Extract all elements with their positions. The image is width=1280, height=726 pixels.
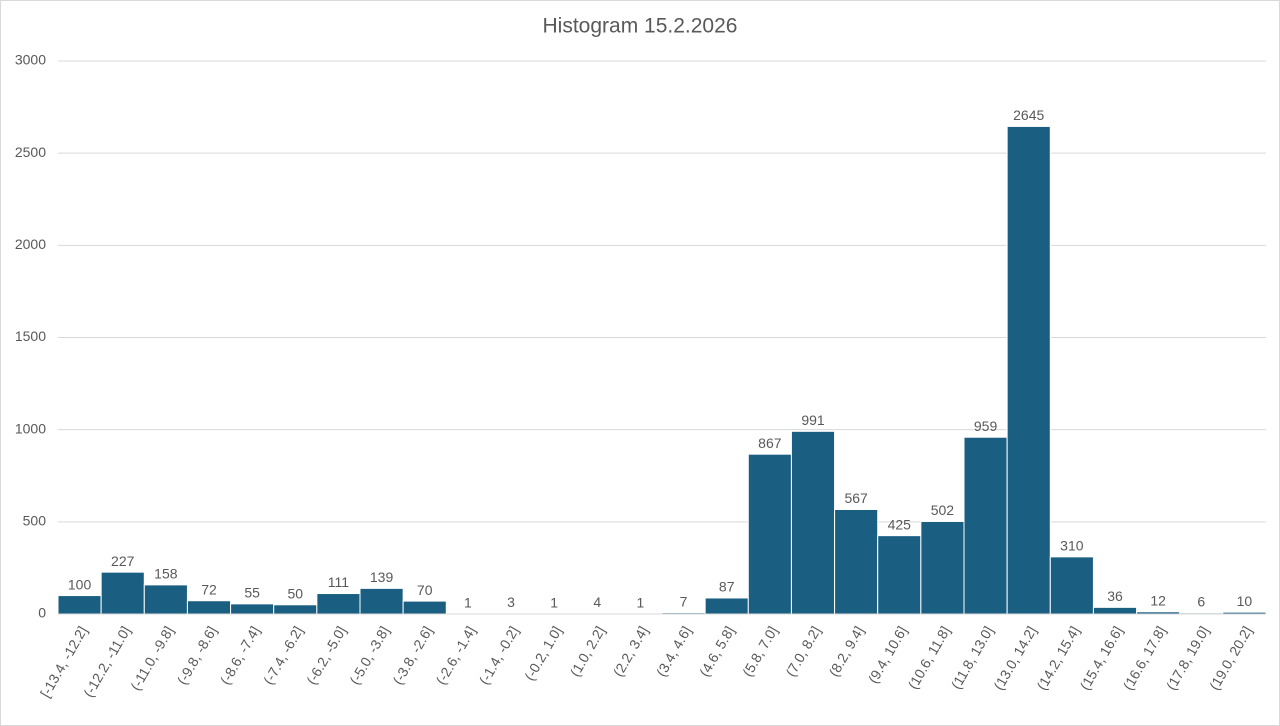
bar (359, 587, 404, 615)
data-label: 139 (370, 569, 394, 585)
bar (316, 593, 361, 615)
data-label: 50 (287, 585, 303, 601)
data-label: 227 (111, 553, 135, 569)
bar (273, 604, 318, 615)
bar (1092, 606, 1138, 615)
bar (1006, 125, 1051, 615)
bar (100, 571, 145, 615)
data-label: 1 (464, 595, 472, 611)
data-label: 3 (507, 594, 515, 610)
bar (790, 430, 836, 615)
data-label: 310 (1060, 538, 1084, 554)
data-label: 72 (201, 581, 217, 597)
data-label: 100 (68, 576, 92, 592)
data-label: 425 (888, 516, 912, 532)
data-label: 12 (1150, 592, 1166, 608)
data-label: 111 (328, 574, 349, 590)
data-label: 959 (974, 418, 998, 434)
y-tick-label: 2500 (15, 144, 46, 160)
bar (704, 597, 749, 615)
y-tick-label: 1500 (15, 328, 46, 344)
y-tick-label: 2000 (15, 236, 46, 252)
y-tick-label: 3000 (15, 52, 46, 68)
data-label: 4 (593, 594, 601, 610)
bar (1049, 556, 1094, 615)
data-label: 87 (719, 579, 735, 595)
y-tick-label: 500 (23, 513, 47, 529)
data-label: 567 (844, 490, 868, 506)
data-label: 36 (1107, 588, 1123, 604)
chart-title: Histogram 15.2.2026 (543, 15, 738, 38)
data-label: 7 (680, 593, 688, 609)
bar (747, 453, 792, 615)
bar (186, 600, 232, 615)
data-label: 6 (1197, 594, 1205, 610)
bar (230, 603, 275, 615)
bar (143, 584, 188, 615)
data-label: 10 (1237, 593, 1253, 609)
bar (877, 535, 922, 615)
data-label: 502 (931, 502, 955, 518)
data-label: 1 (550, 595, 558, 611)
bar (57, 595, 102, 615)
bar (920, 520, 965, 615)
data-label: 991 (801, 412, 825, 428)
bar (834, 508, 879, 615)
bar (402, 600, 447, 615)
data-label: 55 (244, 585, 260, 601)
data-label: 158 (154, 566, 178, 582)
y-tick-label: 1000 (15, 420, 46, 436)
data-label: 867 (758, 435, 782, 451)
data-label: 70 (417, 582, 433, 598)
y-tick-label: 0 (38, 605, 46, 621)
bar (963, 436, 1008, 615)
data-label: 2645 (1013, 107, 1044, 123)
data-label: 1 (637, 595, 645, 611)
